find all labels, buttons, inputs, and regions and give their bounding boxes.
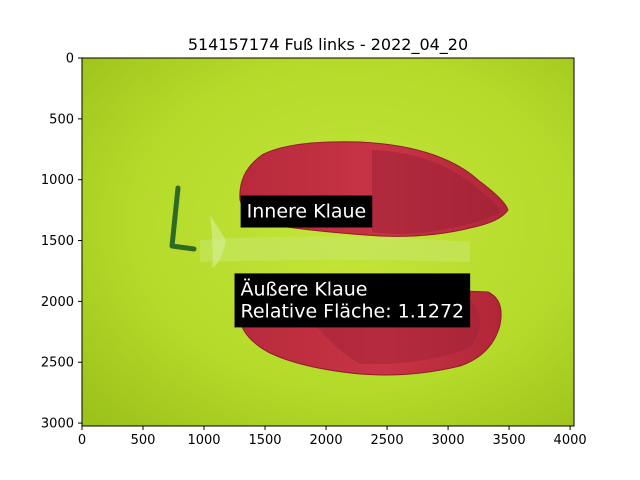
highlight-patch [210,215,226,268]
annotation-outer-label: Äußere Klaue [241,277,368,300]
y-axis: 0 500 1000 1500 2000 2500 3000 [41,52,82,432]
x-tick-label: 1000 [187,433,220,448]
y-tick-label: 0 [66,52,74,67]
annotation-outer-box [234,273,471,328]
annotation-outer-claw: Äußere Klaue Relative Fläche: 1.1272 [234,273,471,328]
x-tick-label: 3500 [493,433,526,448]
annotation-inner-box [240,195,373,228]
pen-mark [169,185,197,252]
annotation-inner-label: Innere Klaue [247,201,367,223]
y-tick-label: 1000 [41,173,74,188]
plot-title: 514157174 Fuß links - 2022_04_20 [188,35,468,55]
y-tick-label: 2500 [41,356,74,371]
y-tick-label: 2000 [41,295,74,310]
y-tick-label: 3000 [41,417,74,432]
x-tick-label: 2000 [310,433,343,448]
x-axis: 0 500 1000 1500 2000 2500 3000 3500 4000 [78,426,587,448]
photo-image [82,58,574,426]
x-tick-label: 2500 [371,433,404,448]
y-tick-label: 500 [49,112,74,127]
x-tick-label: 500 [131,433,156,448]
x-tick-label: 1500 [248,433,281,448]
y-tick-label: 1500 [41,234,74,249]
axes-frame [81,57,575,427]
x-tick-label: 4000 [554,433,587,448]
annotation-inner-claw: Innere Klaue [240,195,373,228]
annotation-outer-area: Relative Fläche: 1.1272 [241,300,465,322]
cleft-shadow [200,236,470,262]
x-tick-label: 0 [78,433,86,448]
x-tick-label: 3000 [432,433,465,448]
inner-claw-dark [372,150,500,234]
